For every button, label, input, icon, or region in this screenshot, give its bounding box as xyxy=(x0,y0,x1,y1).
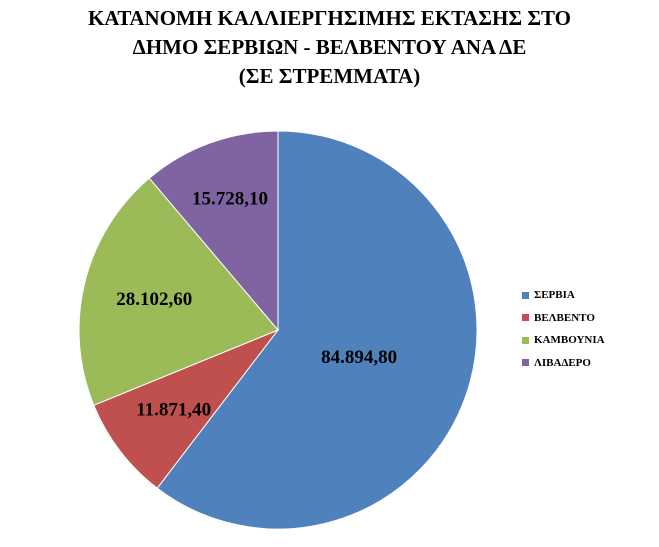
legend-swatch-velvento xyxy=(522,314,529,322)
data-label-servia: 84.894,80 xyxy=(321,347,397,368)
legend-item-velvento: ΒΕΛΒΕΝΤΟ xyxy=(522,307,605,330)
legend-item-livadero: ΛΙΒΑΔΕΡΟ xyxy=(522,352,605,375)
legend-label-livadero: ΛΙΒΑΔΕΡΟ xyxy=(534,356,591,369)
data-label-livadero: 15.728,10 xyxy=(192,189,268,210)
legend-item-kamvounia: ΚΑΜΒΟΥΝΙΑ xyxy=(522,329,605,352)
legend-swatch-kamvounia xyxy=(522,336,529,344)
pie-slice-kamvounia xyxy=(78,177,279,406)
pie-slice-velvento xyxy=(93,328,280,489)
data-label-velvento: 11.871,40 xyxy=(136,399,211,420)
pie-slice-servia xyxy=(156,130,478,530)
legend-swatch-livadero xyxy=(522,359,529,367)
legend-swatch-servia xyxy=(522,291,529,299)
chart-legend: ΣΕΡΒΙΑ ΒΕΛΒΕΝΤΟ ΚΑΜΒΟΥΝΙΑ ΛΙΒΑΔΕΡΟ xyxy=(522,284,605,374)
legend-label-kamvounia: ΚΑΜΒΟΥΝΙΑ xyxy=(534,334,605,347)
chart-title-line-3: (ΣΕ ΣΤΡΕΜΜΑΤΑ) xyxy=(238,64,421,88)
legend-item-servia: ΣΕΡΒΙΑ xyxy=(522,284,605,307)
data-label-kamvounia: 28.102,60 xyxy=(116,289,192,310)
chart-title-line-2: ΔΗΜΟ ΣΕΡΒΙΩΝ - ΒΕΛΒΕΝΤΟΥ ΑΝΑ ΔΕ xyxy=(132,35,527,59)
chart-title: ΚΑΤΑΝΟΜΗ ΚΑΛΛΙΕΡΓΗΣΙΜΗΣ ΕΚΤΑΣΗΣ ΣΤΟ ΔΗΜΟ… xyxy=(0,4,659,91)
legend-label-servia: ΣΕΡΒΙΑ xyxy=(534,289,575,302)
legend-label-velvento: ΒΕΛΒΕΝΤΟ xyxy=(534,311,595,324)
chart-title-line-1: ΚΑΤΑΝΟΜΗ ΚΑΛΛΙΕΡΓΗΣΙΜΗΣ ΕΚΤΑΣΗΣ ΣΤΟ xyxy=(87,6,572,30)
pie-slice-livadero xyxy=(148,130,279,332)
